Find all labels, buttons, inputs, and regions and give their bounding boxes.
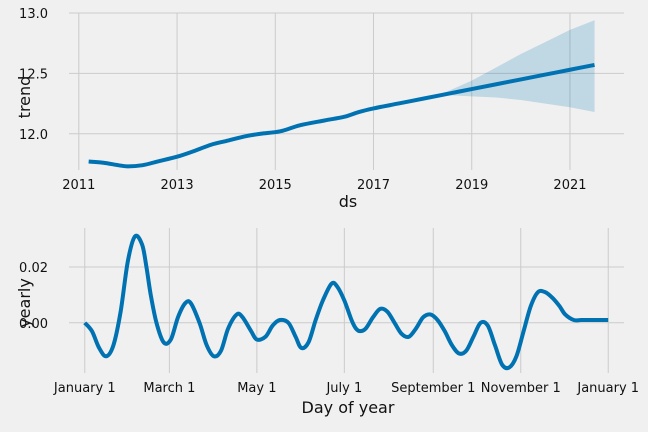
trend-x-axis-label: ds bbox=[339, 192, 358, 211]
trend-y-ticks: 12.0 12.5 13.0 bbox=[19, 7, 48, 143]
yearly-x-tick-label: May 1 bbox=[237, 381, 276, 396]
trend-panel: 2011 2013 2015 2017 2019 2021 12.0 12.5 13.0 ds… bbox=[15, 7, 624, 211]
yearly-x-tick-label: November 1 bbox=[481, 381, 561, 396]
yearly-x-axis-label: Day of year bbox=[302, 398, 395, 417]
trend-line bbox=[88, 62, 595, 169]
yearly-seasonality-line bbox=[83, 233, 609, 371]
yearly-y-axis-label: yearly bbox=[15, 278, 34, 328]
yearly-y-tick-label: 0.00 bbox=[19, 317, 48, 332]
trend-x-tick-label: 2013 bbox=[161, 178, 194, 193]
yearly-panel: January 1 March 1 May 1 July 1 September 1 No… bbox=[15, 228, 639, 417]
trend-gridlines bbox=[69, 12, 624, 170]
yearly-x-ticks: January 1 March 1 May 1 July 1 September 1 No… bbox=[53, 381, 639, 396]
trend-y-tick-label: 13.0 bbox=[19, 7, 48, 22]
yearly-x-tick-label: September 1 bbox=[391, 381, 475, 396]
yearly-x-tick-label: January 1 bbox=[53, 381, 116, 396]
trend-x-tick-label: 2011 bbox=[62, 178, 95, 193]
trend-x-tick-label: 2015 bbox=[259, 178, 292, 193]
trend-y-axis-label: trend bbox=[15, 76, 34, 119]
yearly-x-tick-label: January 1 bbox=[576, 381, 639, 396]
yearly-y-ticks: 0.00 0.02 bbox=[19, 261, 48, 332]
trend-y-tick-label: 12.0 bbox=[19, 128, 48, 143]
trend-x-tick-label: 2017 bbox=[357, 178, 390, 193]
trend-x-tick-label: 2019 bbox=[455, 178, 488, 193]
trend-x-tick-label: 2021 bbox=[553, 178, 586, 193]
yearly-y-tick-label: 0.02 bbox=[19, 261, 48, 276]
yearly-x-tick-label: March 1 bbox=[143, 381, 195, 396]
yearly-x-tick-label: July 1 bbox=[325, 381, 362, 396]
trend-x-ticks: 2011 2013 2015 2017 2019 2021 bbox=[62, 178, 586, 193]
trend-y-tick-label: 12.5 bbox=[19, 67, 48, 82]
yearly-gridlines bbox=[69, 228, 624, 373]
